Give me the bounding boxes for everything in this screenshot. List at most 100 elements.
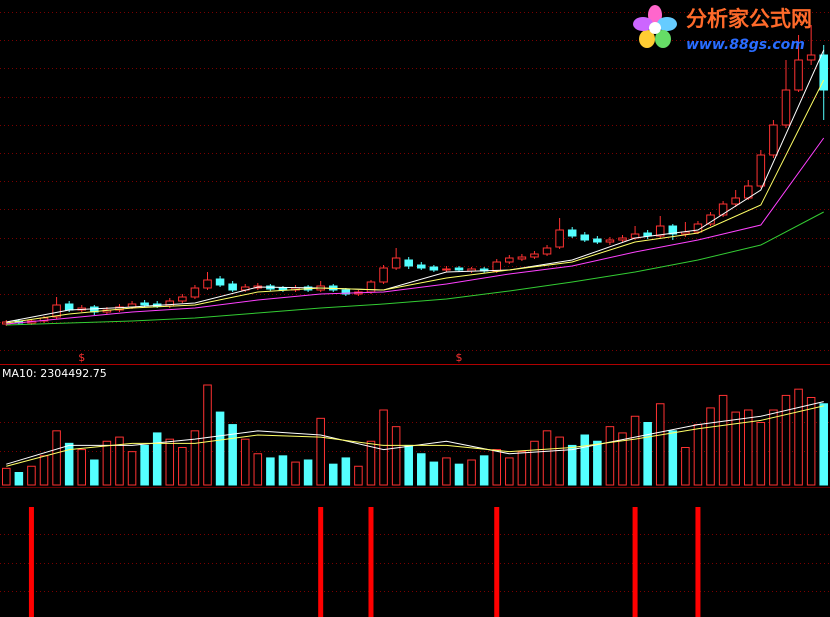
watermark: 分析家公式网 www.88gs.com: [633, 5, 812, 53]
volume-bar: [203, 384, 212, 486]
candle-body: [64, 303, 74, 311]
volume-bar: [542, 430, 552, 486]
candle-body: [806, 54, 816, 61]
candle-body: [203, 279, 212, 289]
volume-average-line: [6, 405, 824, 467]
volume-bar: [291, 461, 300, 486]
volume-bar: [90, 459, 99, 486]
watermark-title: 分析家公式网: [686, 7, 812, 31]
volume-bar: [769, 409, 778, 486]
volume-bar: [718, 394, 728, 486]
candle-body: [580, 234, 590, 241]
volume-bar: [303, 459, 313, 486]
moving-average-line: [6, 79, 825, 324]
volume-bar: [530, 440, 539, 486]
volume-bar: [379, 409, 388, 486]
candle-body: [769, 124, 778, 156]
candle-body: [366, 281, 376, 293]
volume-bar: [354, 465, 363, 486]
candle-body: [794, 59, 803, 91]
signal-bar: [494, 507, 500, 617]
volume-bar: [253, 453, 263, 486]
signal-bar: [28, 507, 34, 617]
candle-body: [731, 197, 740, 205]
volume-bar: [668, 430, 678, 486]
volume-bar: [655, 403, 665, 486]
volume-bar: [819, 403, 828, 486]
marker: $: [78, 351, 85, 364]
moving-average-line: [6, 211, 824, 326]
volume-bar: [467, 459, 476, 486]
candle-body: [530, 253, 539, 258]
volume-bar: [781, 394, 791, 486]
volume-bar: [693, 424, 703, 486]
volume-bar: [178, 447, 187, 486]
volume-bar: [492, 449, 502, 486]
volume-bar: [567, 444, 577, 486]
volume-bar: [442, 457, 451, 486]
candle-body: [781, 89, 791, 126]
volume-bar: [77, 449, 87, 486]
candle-body: [417, 264, 426, 269]
volume-bar: [681, 447, 690, 486]
candle-body: [517, 256, 527, 260]
volume-bar: [630, 415, 640, 486]
candle-body: [655, 225, 665, 237]
candle-body: [542, 247, 552, 255]
candle-body: [341, 289, 351, 295]
volume-bar: [580, 434, 590, 486]
volume-bar: [102, 440, 112, 486]
volume-bar: [190, 430, 200, 486]
volume-bar: [27, 465, 36, 486]
volume-bar: [316, 417, 325, 486]
candle-body: [505, 257, 514, 263]
volume-bar: [14, 472, 24, 486]
watermark-url: www.88gs.com: [686, 37, 805, 53]
volume-bar: [240, 438, 250, 486]
candle-body: [442, 268, 451, 271]
volume-bar: [706, 407, 715, 486]
signal-bar: [368, 507, 374, 617]
volume-bar: [115, 436, 124, 486]
candle-body: [618, 237, 627, 241]
candle-body: [756, 154, 766, 187]
volume-bar: [794, 388, 803, 486]
candle-body: [379, 267, 388, 283]
volume-bar: [806, 397, 816, 486]
candle-body: [391, 257, 401, 269]
candle-body: [643, 232, 652, 237]
volume-bar: [429, 461, 439, 486]
volume-bar: [605, 426, 615, 486]
candle-body: [718, 203, 728, 216]
volume-bar: [454, 463, 464, 486]
candle-body: [567, 229, 577, 237]
volume-bar: [366, 440, 376, 486]
candle-body: [278, 287, 288, 291]
candle-body: [593, 238, 602, 243]
candle-body: [605, 239, 615, 243]
volume-bar: [743, 409, 753, 486]
volume-bar: [391, 426, 401, 486]
volume-bar: [52, 430, 61, 486]
signal-bar: [695, 507, 701, 617]
candle-body: [215, 278, 225, 286]
logo: [633, 5, 677, 48]
candle-body: [228, 283, 237, 291]
volume-bar: [64, 442, 74, 486]
volume-bar: [593, 440, 602, 486]
candle-body: [706, 214, 715, 225]
volume-bar: [152, 432, 162, 486]
candle-body: [190, 287, 200, 298]
volume-bar: [731, 411, 740, 486]
volume-bar: [165, 438, 175, 486]
candle-body: [178, 296, 187, 302]
candle-body: [555, 229, 564, 248]
volume-bar: [39, 455, 49, 486]
volume-bar: [140, 444, 149, 486]
volume-bar: [266, 457, 275, 486]
volume-bar: [555, 436, 564, 486]
volume-bar: [643, 422, 652, 486]
